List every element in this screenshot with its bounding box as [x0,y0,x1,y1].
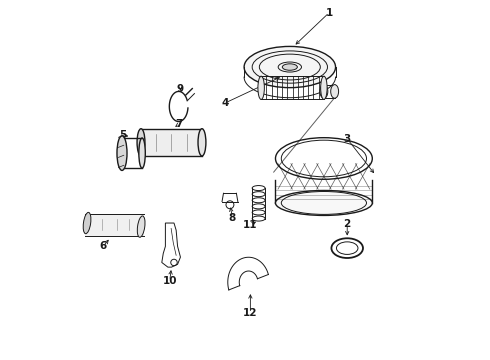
Ellipse shape [83,212,91,234]
Text: 8: 8 [229,213,236,222]
Ellipse shape [282,64,297,70]
Ellipse shape [331,85,339,98]
Ellipse shape [119,138,125,168]
Text: 12: 12 [243,309,258,318]
Polygon shape [85,214,144,235]
Ellipse shape [244,46,336,87]
Text: 3: 3 [343,134,351,144]
Polygon shape [141,129,202,156]
Ellipse shape [320,85,328,98]
Ellipse shape [320,76,327,99]
Text: 11: 11 [243,220,258,230]
Text: 9: 9 [177,84,184,94]
Ellipse shape [137,129,145,156]
Ellipse shape [139,138,146,168]
Text: 7: 7 [175,120,182,129]
Text: 5: 5 [120,130,127,140]
Ellipse shape [258,76,265,99]
Text: 2: 2 [343,219,351,229]
Ellipse shape [137,216,145,237]
Text: 1: 1 [326,8,333,18]
Text: 10: 10 [163,276,177,286]
Ellipse shape [198,129,206,156]
Text: 6: 6 [100,241,107,251]
Ellipse shape [275,190,372,215]
Ellipse shape [117,136,127,170]
Text: 4: 4 [221,98,229,108]
